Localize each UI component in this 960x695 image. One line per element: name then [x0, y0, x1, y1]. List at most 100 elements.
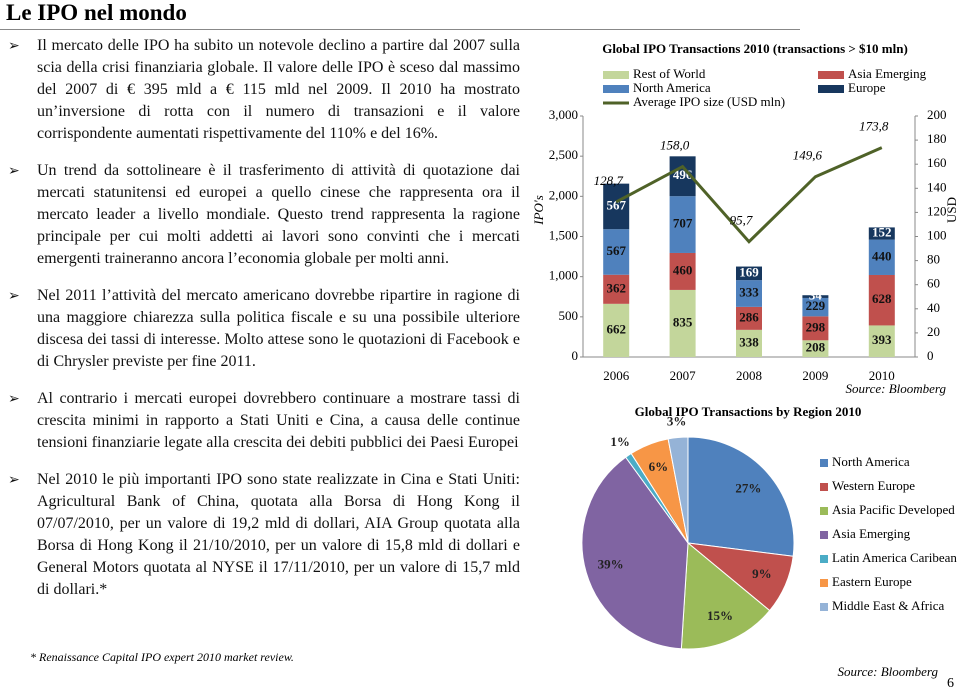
bar-segment [868, 325, 895, 357]
pie-label: 9% [752, 566, 772, 581]
y-tick-label: 1,000 [549, 268, 578, 283]
legend-swatch [603, 85, 629, 93]
y2-tick-label: 100 [927, 227, 947, 242]
y-tick-label: 500 [559, 308, 579, 323]
legend-label: Middle East & Africa [832, 598, 945, 613]
bar-label: 338 [739, 334, 759, 349]
y2-tick-label: 140 [927, 179, 947, 194]
bar-label: 286 [739, 309, 759, 324]
x-tick-label: 2010 [869, 368, 895, 383]
pie-slice [687, 436, 795, 557]
bullet: Nel 2010 le più importanti IPO sono stat… [8, 469, 520, 601]
bullet: Il mercato delle IPO ha subito un notevo… [8, 35, 520, 145]
legend-swatch [820, 507, 828, 515]
y-tick-label: 2,000 [549, 187, 578, 202]
legend-swatch [603, 71, 629, 79]
y2-tick-label: 160 [927, 155, 947, 170]
chart-title: Global IPO Transactions by Region 2010 [635, 404, 862, 419]
legend-label: North America [832, 454, 910, 469]
bar-segment [736, 266, 762, 281]
bar-segment [603, 274, 630, 304]
bar-segment [736, 280, 762, 307]
line-label: 158,0 [660, 138, 690, 153]
legend-swatch [818, 71, 844, 79]
bar-label: 628 [872, 291, 892, 306]
bar-segment [868, 274, 895, 326]
y2-tick-label: 80 [927, 252, 940, 267]
x-tick-label: 2006 [603, 368, 630, 383]
bar-segment [669, 196, 696, 253]
line-label: 95,7 [730, 213, 753, 228]
bar-segment [802, 295, 829, 298]
pie-label: 15% [707, 608, 733, 623]
x-tick-label: 2008 [736, 368, 762, 383]
pie-label: 39% [598, 556, 624, 571]
y2-tick-label: 40 [927, 300, 940, 315]
bullet: Nel 2011 l’attività del mercato american… [8, 285, 520, 373]
legend-label: Asia Emerging [832, 526, 911, 541]
bar-label: 152 [872, 225, 892, 240]
y2-tick-label: 20 [927, 324, 940, 339]
bar-label: 229 [806, 298, 826, 313]
bar-label: 393 [872, 332, 892, 347]
pie-slice [581, 456, 689, 650]
line-label: 128,7 [594, 173, 624, 188]
y-tick-label: 1,500 [549, 227, 578, 242]
legend-label: Asia Pacific Developed [832, 502, 955, 517]
y-axis-label: IPO's [531, 195, 546, 226]
legend-label: Asia Emerging [848, 66, 927, 81]
y2-tick-label: 0 [927, 348, 934, 363]
legend-label: Latin America Caribean [832, 550, 957, 565]
bar-label: 208 [806, 340, 826, 355]
bar-segment [736, 306, 762, 330]
legend-label: Rest of World [633, 66, 706, 81]
y2-tick-label: 180 [927, 131, 947, 146]
y2-tick-label: 200 [927, 107, 947, 122]
y2-tick-label: 60 [927, 276, 940, 291]
legend-swatch [820, 531, 828, 539]
bar-segment [669, 252, 696, 290]
bar-label: 333 [739, 284, 759, 299]
line [615, 146, 883, 244]
footnote: * Renaissance Capital IPO expert 2010 ma… [30, 650, 294, 664]
pie-label: 3% [667, 414, 687, 429]
y-tick-label: 2,500 [549, 147, 578, 162]
legend-swatch [820, 579, 828, 587]
y2-axis-label: USD [944, 197, 959, 223]
legend-label: Eastern Europe [832, 574, 912, 589]
pie-slice [667, 436, 689, 544]
bar-label: 460 [673, 262, 693, 277]
bar-segment [603, 183, 630, 230]
bar-label: 298 [806, 319, 826, 334]
bar-segment [736, 329, 762, 357]
legend-swatch [820, 483, 828, 491]
bar-segment [868, 239, 895, 275]
page-title: Le IPO nel mondo [6, 0, 187, 25]
pie-label: 6% [649, 459, 669, 474]
legend-label: Europe [848, 80, 886, 95]
bar-label: 567 [606, 243, 626, 258]
pie-label: 27% [735, 481, 761, 496]
source: Source: Bloomberg [846, 381, 947, 396]
bar-segment [802, 340, 829, 357]
legend-label: North America [633, 80, 711, 95]
source: Source: Bloomberg [838, 664, 939, 679]
bar-label: 362 [606, 280, 626, 295]
pie-label: 1% [610, 434, 630, 449]
bar-label: 835 [673, 314, 693, 329]
bar-segment [603, 303, 630, 357]
bar-label: 169 [739, 264, 759, 279]
page-number: 6 [947, 676, 954, 691]
line-label: 173,8 [859, 119, 889, 134]
legend-label: Western Europe [832, 478, 915, 493]
legend-swatch [820, 459, 828, 467]
legend-swatch [818, 85, 844, 93]
bar-segment [603, 229, 630, 275]
chart-title: Global IPO Transactions 2010 (transactio… [602, 41, 908, 56]
pie-slice [680, 541, 771, 650]
bar-segment [802, 316, 829, 341]
bullet: Al contrario i mercati europei dovrebber… [8, 388, 520, 454]
legend-label: Average IPO size (USD mln) [633, 94, 785, 109]
bullet: Un trend da sottolineare è il trasferime… [8, 160, 520, 270]
